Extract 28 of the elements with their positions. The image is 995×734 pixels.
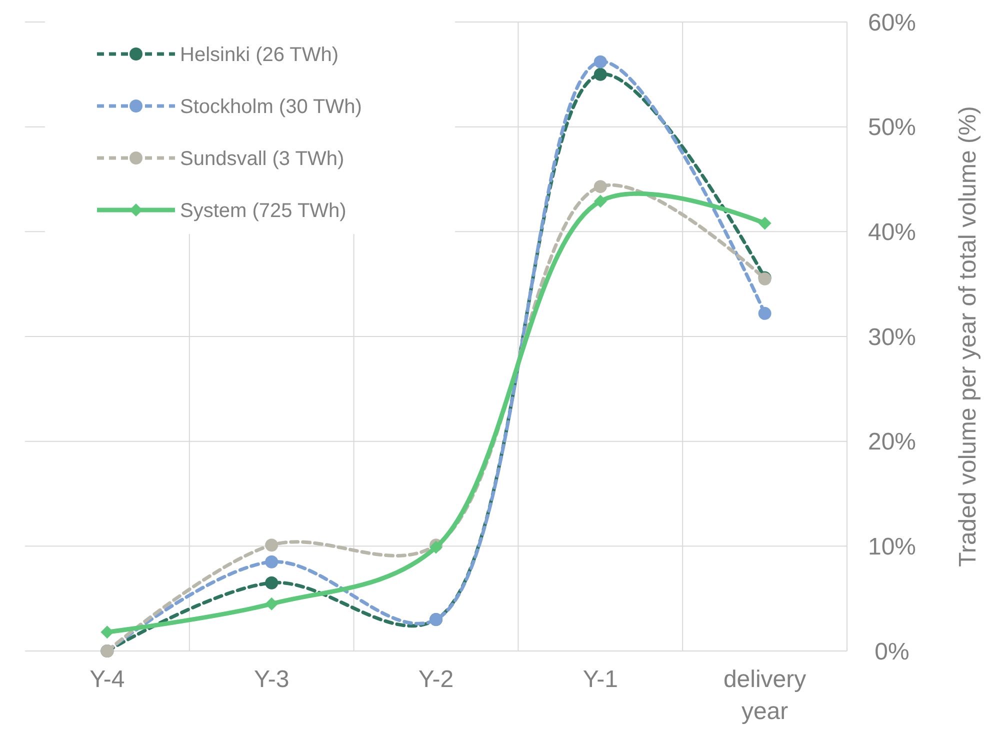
x-tick-label: Y-4 [90,666,125,693]
y-axis-title: Traded volume per year of total volume (%) [954,106,982,567]
x-tick-label: Y-1 [582,666,618,693]
y-tick-label: 20% [868,428,916,456]
x-tick-label: Y-3 [254,666,290,693]
point [758,306,772,320]
point [594,68,607,81]
point [594,194,607,208]
point [594,55,607,68]
legend-label: Helsinki (26 TWh) [180,44,339,66]
point [265,576,278,590]
y-tick-label: 10% [868,534,916,561]
y-tick-label: 40% [868,219,916,246]
x-tick-label: delivery year [723,666,806,725]
point [758,216,772,230]
point [265,555,278,568]
legend-label: System (725 TWh) [180,200,346,222]
y-tick-label: 30% [868,324,916,351]
y-tick-label: 0% [874,638,910,666]
legend-label: Sundsvall (3 TWh) [180,148,344,170]
y-tick-label: 60% [868,9,916,36]
y-tick-label: 50% [868,114,916,142]
point [594,180,607,194]
point [100,626,114,639]
x-tick-label: Y-2 [418,666,454,693]
point [265,597,278,610]
legend-label: Stockholm (30 TWh) [180,96,362,118]
point [265,538,278,552]
